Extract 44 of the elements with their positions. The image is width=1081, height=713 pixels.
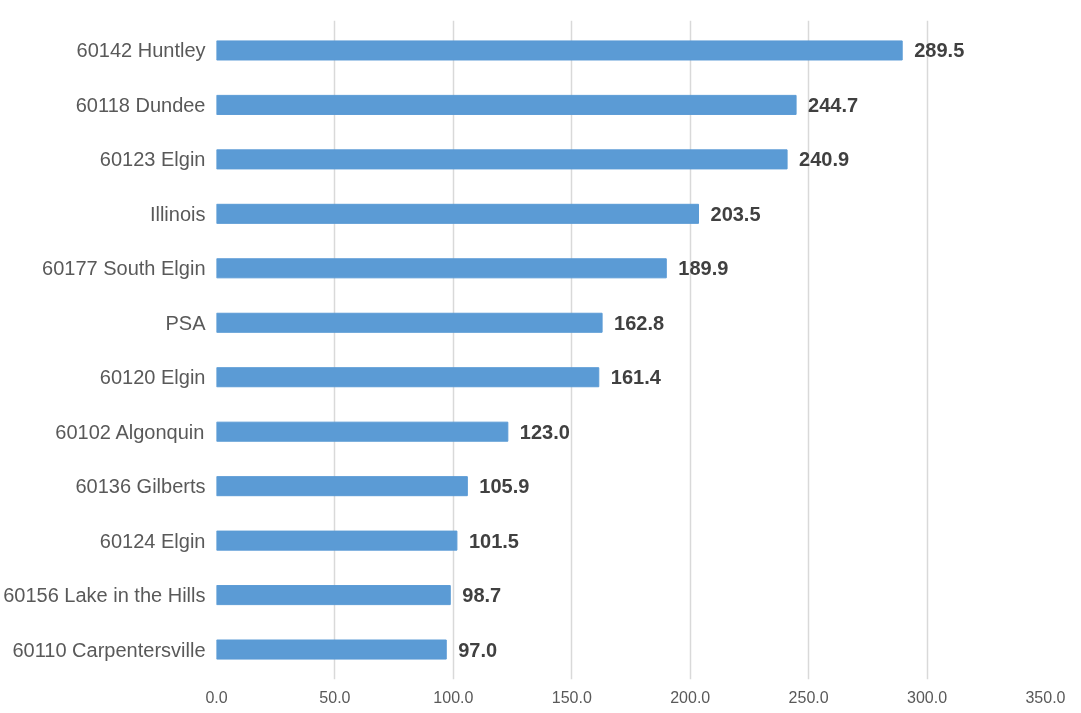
bar [216,585,451,606]
y-tick-label: Illinois [149,202,206,225]
data-label: 105.9 [479,475,530,498]
x-tick-label: 100.0 [433,688,474,706]
bar [216,639,447,660]
y-tick-label: 60120 Elgin [99,366,206,389]
data-label: 97.0 [458,638,498,661]
y-tick-label: 60136 Gilberts [75,475,206,498]
bar [216,476,468,497]
bar [216,40,903,61]
data-label: 162.8 [614,311,665,334]
x-tick-label: 250.0 [788,688,829,706]
data-label: 101.5 [468,529,519,552]
y-tick-label: 60102 Algonquin [55,420,205,443]
y-tick-label: 60177 South Elgin [42,257,206,280]
data-label: 244.7 [808,93,859,116]
bar [216,367,600,388]
y-tick-label: 60118 Dundee [75,93,206,116]
y-tick-label: 60156 Lake in the Hills [3,584,206,607]
x-tick-label: 350.0 [1025,688,1066,706]
x-tick-label: 50.0 [319,688,351,706]
data-label: 161.4 [610,366,662,389]
bar [216,312,603,333]
y-tick-label: 60142 Huntley [76,39,206,62]
data-label: 289.5 [914,39,965,62]
data-label: 123.0 [519,420,570,443]
data-label: 203.5 [710,202,761,225]
bar [216,203,699,224]
x-tick-label: 300.0 [907,688,948,706]
data-label: 98.7 [462,584,502,607]
y-tick-label: PSA [165,311,207,334]
bar [216,149,788,170]
x-tick-label: 150.0 [551,688,592,706]
y-tick-label: 60110 Carpentersville [12,638,206,661]
bar [216,258,667,279]
bar [216,421,509,442]
data-label: 240.9 [799,148,850,171]
bar [216,94,797,115]
x-tick-label: 0.0 [205,688,228,706]
y-tick-label: 60123 Elgin [99,148,206,171]
data-label: 189.9 [678,257,729,280]
y-tick-label: 60124 Elgin [99,529,206,552]
bar [216,530,458,551]
x-tick-label: 200.0 [670,688,711,706]
